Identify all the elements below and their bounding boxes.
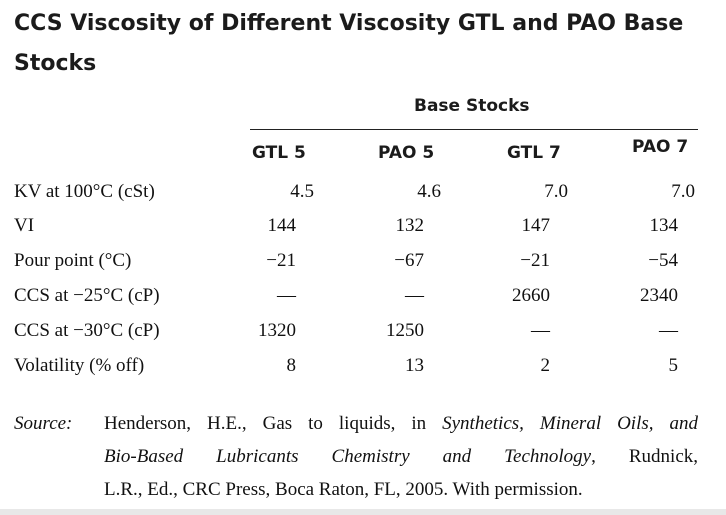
cell-ccs25-gtl5: —: [277, 285, 296, 306]
source-citation: Henderson, H.E., Gas to liquids, in Synt…: [104, 407, 698, 506]
table-title: CCS Viscosity of Different Viscosity GTL…: [14, 11, 684, 76]
cell-kv-pao5: 4.6: [417, 181, 441, 202]
source-line-1-text: Henderson, H.E., Gas to liquids, in: [104, 413, 443, 434]
cell-vi-pao5: 132: [395, 215, 425, 236]
cell-kv-gtl7: 7.0: [544, 181, 568, 202]
source-line-2: Bio-Based Lubricants Chemistry and Techn…: [104, 440, 698, 473]
source-label: Source:: [14, 413, 73, 434]
base-stocks-group-header: Base Stocks: [414, 96, 530, 116]
source-line-1: Henderson, H.E., Gas to liquids, in Synt…: [104, 407, 698, 440]
cell-vi-gtl5: 144: [267, 215, 297, 236]
cell-vol-pao7: 5: [668, 355, 679, 376]
cell-ccs30-pao7: —: [659, 320, 678, 341]
column-header-gtl-7: GTL 7: [507, 143, 561, 163]
row-label-volatility: Volatility (% off): [14, 355, 145, 376]
cell-ccs30-gtl5: 1320: [258, 320, 296, 341]
row-label-kv: KV at 100°C (cSt): [14, 181, 155, 202]
source-line-2-italic: Bio-Based Lubricants Chemistry and Techn…: [104, 446, 592, 467]
cell-kv-gtl5: 4.5: [290, 181, 314, 202]
column-header-pao-5: PAO 5: [378, 143, 435, 163]
source-line-3: L.R., Ed., CRC Press, Boca Raton, FL, 20…: [104, 479, 583, 500]
cell-pour-gtl7: −21: [520, 250, 550, 271]
row-label-vi: VI: [14, 215, 35, 236]
cell-ccs25-pao7: 2340: [640, 285, 678, 306]
cell-vol-pao5: 13: [405, 355, 424, 376]
cell-pour-gtl5: −21: [266, 250, 296, 271]
bottom-border-bar: [0, 509, 726, 515]
source-line-2-text: , Rudnick,: [591, 446, 699, 467]
row-label-ccs-25: CCS at −25°C (cP): [14, 285, 160, 306]
cell-kv-pao7: 7.0: [671, 181, 695, 202]
cell-ccs30-pao5: 1250: [386, 320, 424, 341]
column-header-pao-7: PAO 7: [632, 137, 689, 157]
row-label-pour-point: Pour point (°C): [14, 250, 132, 271]
column-header-gtl-5: GTL 5: [252, 143, 306, 163]
cell-pour-pao7: −54: [648, 250, 678, 271]
cell-vol-gtl7: 2: [540, 355, 551, 376]
source-line-1-italic: Synthetics, Mineral Oils, and: [442, 413, 698, 434]
cell-ccs25-pao5: —: [405, 285, 424, 306]
row-label-ccs-30: CCS at −30°C (cP): [14, 320, 160, 341]
cell-pour-pao5: −67: [394, 250, 424, 271]
cell-vi-gtl7: 147: [521, 215, 551, 236]
cell-ccs25-gtl7: 2660: [512, 285, 550, 306]
cell-ccs30-gtl7: —: [531, 320, 550, 341]
cell-vol-gtl5: 8: [286, 355, 297, 376]
cell-vi-pao7: 134: [649, 215, 679, 236]
group-header-rule: [250, 129, 698, 130]
